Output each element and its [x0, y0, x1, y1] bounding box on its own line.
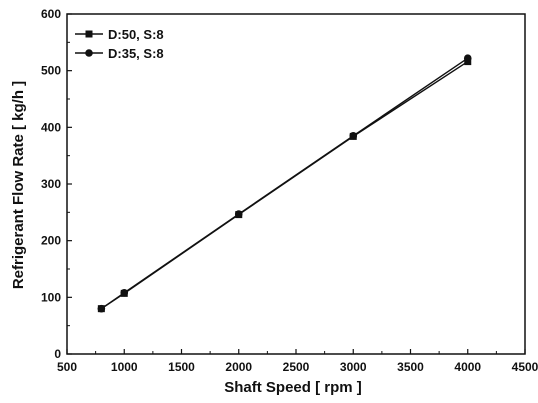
- series-1: [97, 58, 472, 313]
- x-tick-label: 4500: [512, 360, 538, 374]
- data-point: [463, 54, 472, 62]
- legend-item: D:50, S:8: [75, 27, 164, 42]
- x-tick-label: 500: [57, 360, 77, 374]
- series-line: [100, 57, 469, 310]
- x-axis-title: Shaft Speed [ rpm ]: [224, 379, 362, 396]
- legend: D:50, S:8 D:35, S:8: [75, 27, 164, 61]
- data-point: [97, 304, 106, 313]
- x-tick-label: 1500: [168, 360, 195, 374]
- series-layer: [97, 54, 472, 313]
- y-tick-label: 0: [54, 347, 61, 361]
- y-axis: 0 100 200 300 400 500 600: [41, 7, 72, 361]
- x-tick-label: 3500: [397, 360, 424, 374]
- y-tick-label: 400: [41, 120, 61, 134]
- y-tick-label: 200: [41, 234, 61, 248]
- x-tick-label: 2000: [225, 360, 252, 374]
- data-point: [234, 210, 243, 218]
- data-point: [349, 132, 358, 140]
- legend-label: D:50, S:8: [108, 27, 164, 42]
- data-point: [120, 289, 129, 297]
- x-axis: 500 1000 1500 2000 2500 3000 3500 4000 4500: [57, 349, 538, 374]
- series-2: [97, 54, 472, 313]
- x-tick-label: 2500: [283, 360, 310, 374]
- y-axis-title: Refrigerant Flow Rate [ kg/h ]: [10, 81, 27, 289]
- x-tick-label: 1000: [111, 360, 138, 374]
- series-line: [100, 61, 469, 310]
- y-tick-label: 500: [41, 64, 61, 78]
- y-tick-label: 300: [41, 177, 61, 191]
- legend-item: D:35, S:8: [75, 46, 164, 61]
- plot-frame: [66, 13, 526, 355]
- y-tick-label: 100: [41, 290, 61, 304]
- legend-label: D:35, S:8: [108, 46, 164, 61]
- legend-marker: [85, 49, 93, 57]
- y-tick-label: 600: [41, 7, 61, 21]
- legend-marker: [85, 30, 93, 38]
- plot-area: [66, 13, 526, 355]
- x-tick-label: 4000: [454, 360, 481, 374]
- x-tick-label: 3000: [340, 360, 367, 374]
